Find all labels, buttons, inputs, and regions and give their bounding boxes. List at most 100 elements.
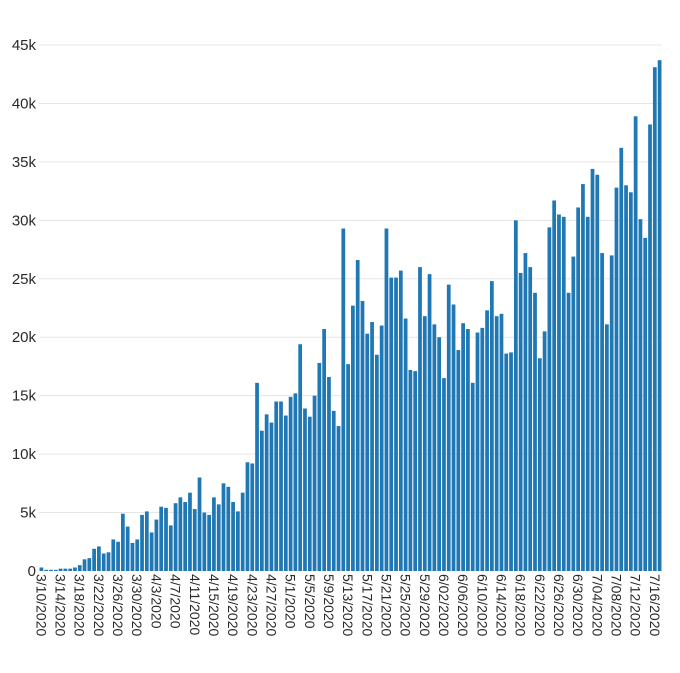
- bar: [39, 567, 44, 571]
- bar: [427, 274, 432, 571]
- x-tick-label: 5/21/2020: [378, 574, 394, 636]
- bar: [178, 497, 183, 571]
- bar: [351, 305, 355, 571]
- bar: [547, 227, 552, 571]
- bar: [480, 327, 485, 571]
- bar: [422, 316, 427, 571]
- bar: [490, 281, 494, 571]
- bar: [466, 329, 470, 571]
- x-tick-label: 3/18/2020: [72, 574, 88, 636]
- x-tick-label: 5/29/2020: [417, 574, 433, 636]
- bar: [432, 324, 437, 571]
- bar: [63, 568, 68, 571]
- bar: [628, 192, 633, 571]
- bar: [288, 396, 293, 571]
- x-tick-label: 5/1/2020: [283, 574, 299, 629]
- x-tick-label: 5/9/2020: [321, 574, 337, 629]
- x-tick-label: 6/18/2020: [513, 574, 529, 636]
- bar: [652, 67, 657, 572]
- bar: [518, 272, 523, 571]
- bar: [595, 174, 600, 571]
- y-tick-label: 0: [28, 563, 36, 580]
- bar: [384, 228, 389, 571]
- bar: [274, 401, 279, 571]
- x-tick-label: 3/14/2020: [53, 574, 69, 636]
- bar: [283, 415, 288, 571]
- bar: [73, 567, 77, 571]
- bar: [398, 270, 403, 571]
- x-tick-label: 5/25/2020: [398, 574, 414, 636]
- bar: [173, 503, 178, 571]
- x-tick-label: 4/3/2020: [148, 574, 164, 629]
- x-tick-label: 6/06/2020: [455, 574, 471, 636]
- x-tick-label: 7/12/2020: [628, 574, 644, 636]
- bar: [327, 376, 331, 571]
- bar: [125, 526, 130, 571]
- bar: [144, 511, 149, 571]
- x-tick-label: 6/14/2020: [493, 574, 509, 636]
- bar: [605, 324, 609, 571]
- bar: [561, 216, 566, 571]
- bar: [331, 410, 336, 571]
- bar: [360, 300, 365, 571]
- bar: [442, 378, 446, 571]
- bar: [269, 422, 274, 571]
- bar: [389, 277, 394, 571]
- bar: [619, 147, 624, 572]
- y-tick-label: 35k: [12, 154, 37, 171]
- x-tick-label: 6/02/2020: [436, 574, 452, 636]
- bar: [585, 216, 590, 571]
- bar: [192, 509, 197, 571]
- bar: [403, 318, 408, 571]
- bar: [437, 337, 442, 571]
- y-tick-label: 45k: [12, 37, 37, 54]
- bar: [221, 483, 226, 571]
- bar: [365, 333, 370, 571]
- y-tick-label: 40k: [12, 95, 37, 112]
- bars: [39, 60, 662, 572]
- bar: [509, 352, 513, 571]
- bar: [537, 358, 542, 571]
- bar: [279, 401, 283, 571]
- bar: [226, 486, 231, 571]
- bar: [188, 492, 192, 571]
- bar: [643, 237, 648, 571]
- bar: [101, 553, 106, 571]
- x-tick-label: 4/19/2020: [225, 574, 241, 636]
- bar: [245, 462, 250, 571]
- bar: [183, 502, 188, 571]
- x-tick-label: 3/22/2020: [91, 574, 107, 636]
- bar: [97, 546, 101, 571]
- bar: [657, 60, 662, 571]
- bar: [576, 207, 581, 572]
- bar: [581, 184, 585, 571]
- bar: [58, 568, 63, 571]
- gridlines: [39, 44, 662, 514]
- x-tick-label: 5/17/2020: [359, 574, 375, 636]
- bar: [264, 414, 269, 571]
- y-tick-label: 25k: [12, 271, 37, 288]
- x-tick-label: 3/30/2020: [129, 574, 145, 636]
- bar: [111, 539, 116, 571]
- bar: [92, 548, 96, 571]
- bar: [528, 267, 533, 571]
- bar: [82, 559, 87, 571]
- x-tick-label: 5/5/2020: [302, 574, 318, 629]
- bar: [494, 316, 499, 571]
- bar: [341, 228, 346, 571]
- bar: [504, 353, 509, 571]
- bar: [240, 492, 245, 571]
- bar: [135, 539, 140, 571]
- bar: [346, 364, 350, 571]
- x-tick-label: 4/27/2020: [263, 574, 279, 636]
- bar: [571, 256, 576, 571]
- bar: [523, 253, 528, 571]
- bar: [130, 542, 135, 571]
- x-tick-label: 7/16/2020: [647, 574, 663, 636]
- bar: [298, 344, 303, 571]
- bar: [624, 185, 628, 571]
- bar: [609, 255, 614, 571]
- bar: [336, 426, 341, 571]
- x-tick-label: 6/22/2020: [532, 574, 548, 636]
- x-axis-ticks: 3/10/2020 3/14/2020 3/18/2020 3/22/2020 3/26…: [33, 574, 662, 636]
